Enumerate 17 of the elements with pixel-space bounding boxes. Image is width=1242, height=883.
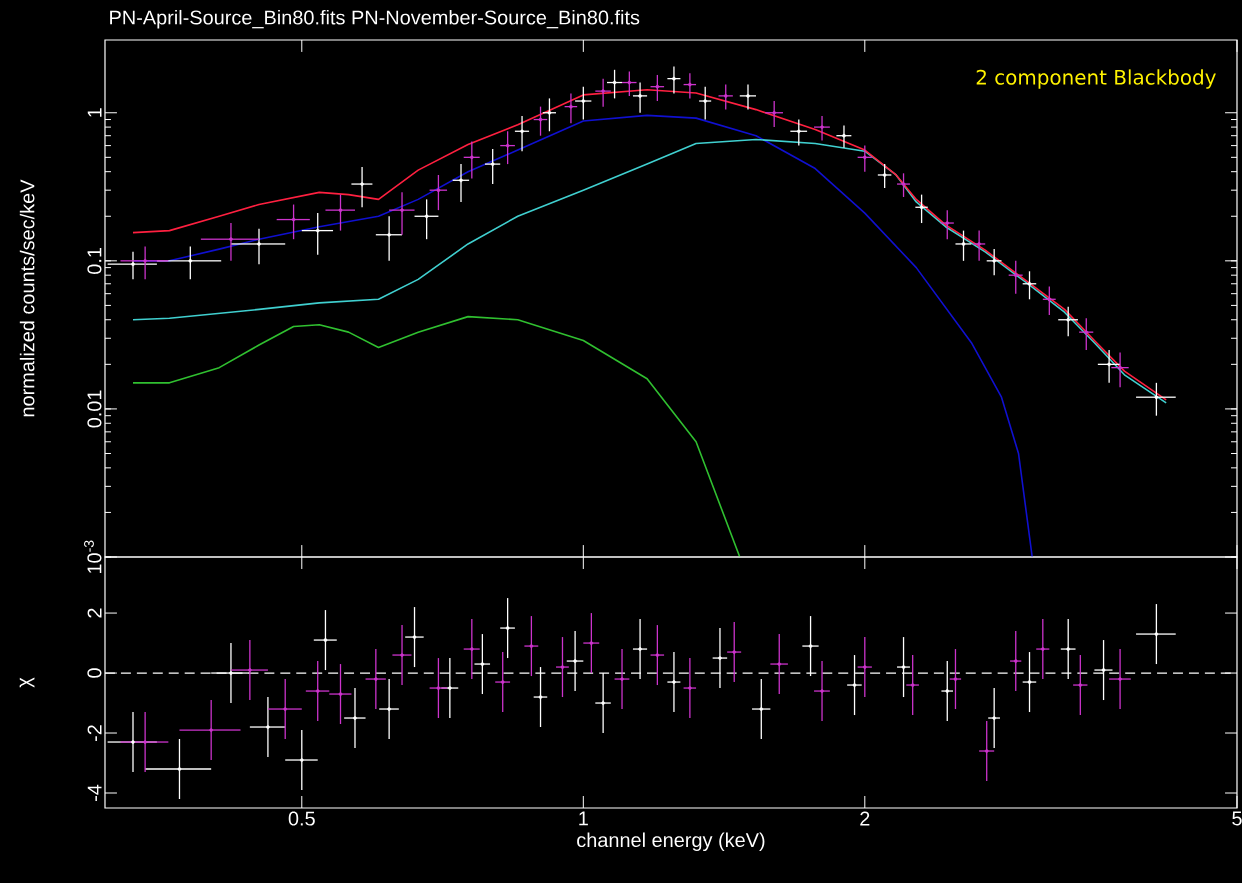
y-tick-label: -4 [87, 784, 102, 801]
y-tick-label: 0.01 [87, 390, 102, 428]
y-tick-label: 1 [87, 108, 102, 117]
chart-title: PN-April-Source_Bin80.fits PN-November-Source_Bin80.fits [110, 9, 640, 29]
y-tick-label: 10$^{-3}$ [84, 540, 102, 574]
x-axis-title: channel energy (keV) [577, 832, 765, 852]
x-tick-label: 2 [860, 811, 870, 826]
y-axis-title: normalized counts/sec/keV [19, 179, 35, 417]
x-tick-label: 1 [579, 811, 588, 826]
x-tick-label: 5 [1232, 811, 1242, 826]
y-tick-label: 2 [87, 608, 102, 618]
y-axis-title: χ [19, 677, 35, 688]
annotation: 2 component Blackbody [976, 69, 1216, 89]
y-tick-label: 0.1 [87, 247, 102, 274]
y-tick-label: -2 [87, 725, 102, 741]
x-tick-label: 0.5 [288, 811, 315, 826]
y-tick-label: 0 [87, 668, 102, 678]
